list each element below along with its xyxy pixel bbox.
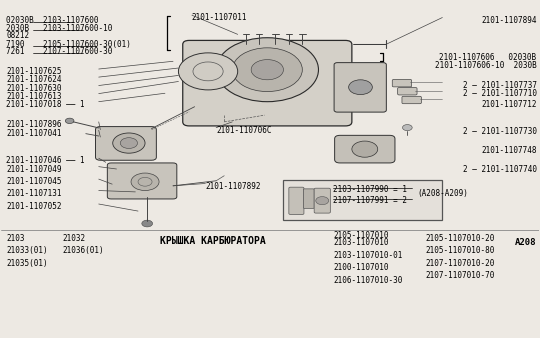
Text: 2101-1107748: 2101-1107748 <box>481 146 537 155</box>
Text: 2101-1107712: 2101-1107712 <box>481 100 537 108</box>
Text: 02030B  2103-1107600: 02030B 2103-1107600 <box>6 16 99 25</box>
Text: 2101-1107011: 2101-1107011 <box>192 14 247 23</box>
Text: 2101-1107046 —— 1: 2101-1107046 —— 1 <box>6 156 85 165</box>
Text: 2101-1107613: 2101-1107613 <box>6 92 62 101</box>
Text: 2 — 2101-1107710: 2 — 2101-1107710 <box>463 89 537 98</box>
Text: 2 — 2101-1107740: 2 — 2101-1107740 <box>463 165 537 174</box>
FancyBboxPatch shape <box>314 188 330 213</box>
FancyBboxPatch shape <box>96 127 157 160</box>
FancyBboxPatch shape <box>334 63 386 112</box>
Text: 2101-1107052: 2101-1107052 <box>6 202 62 211</box>
Circle shape <box>131 173 159 191</box>
Text: 2101-1107045: 2101-1107045 <box>6 177 62 186</box>
FancyBboxPatch shape <box>397 88 417 95</box>
Circle shape <box>232 48 302 92</box>
Circle shape <box>316 197 329 205</box>
Text: 08212: 08212 <box>6 31 29 40</box>
Circle shape <box>113 133 145 153</box>
Text: 2 — 2101-1107730: 2 — 2101-1107730 <box>463 127 537 136</box>
FancyBboxPatch shape <box>289 187 304 214</box>
Text: КРЫШКА КАРБЮРАТОРА: КРЫШКА КАРБЮРАТОРА <box>160 236 265 246</box>
FancyBboxPatch shape <box>392 79 411 87</box>
Text: 2101-1107606   02030B: 2101-1107606 02030B <box>440 53 537 62</box>
FancyBboxPatch shape <box>107 163 177 199</box>
FancyBboxPatch shape <box>183 41 352 126</box>
Bar <box>284 180 442 220</box>
Text: 2103-1107990 = 1: 2103-1107990 = 1 <box>333 185 407 194</box>
Text: 2107-1107991 = 2: 2107-1107991 = 2 <box>333 196 407 205</box>
Text: 2105-1107010-20
2105-1107010-80
2107-1107010-20
2107-1107010-70: 2105-1107010-20 2105-1107010-80 2107-110… <box>425 234 495 280</box>
Text: (A208-A209): (A208-A209) <box>417 189 468 198</box>
Text: A208: A208 <box>515 238 537 247</box>
Text: 2101-1107606-10  2030B: 2101-1107606-10 2030B <box>435 61 537 70</box>
FancyBboxPatch shape <box>335 135 395 163</box>
Text: 2105-1107010: 2105-1107010 <box>334 231 389 240</box>
Text: 7190    2105-1107600-30(01): 7190 2105-1107600-30(01) <box>6 41 131 49</box>
Text: 2101-110706C: 2101-110706C <box>216 126 272 135</box>
Text: 2101-1107896: 2101-1107896 <box>6 120 62 129</box>
Text: 2103
21033(01)
21035(01): 2103 21033(01) 21035(01) <box>6 234 48 268</box>
Text: 2 — 2101-1107737: 2 — 2101-1107737 <box>463 81 537 90</box>
Text: 2101-1107625: 2101-1107625 <box>6 67 62 76</box>
Text: 2101-1107624: 2101-1107624 <box>6 75 62 84</box>
FancyBboxPatch shape <box>402 96 421 104</box>
Text: 2101-1107894: 2101-1107894 <box>481 16 537 25</box>
Text: 7261    2107-1107600-30: 7261 2107-1107600-30 <box>6 47 112 56</box>
Circle shape <box>178 53 238 90</box>
Circle shape <box>349 80 373 95</box>
Text: 2101-1107630: 2101-1107630 <box>6 83 62 93</box>
Circle shape <box>402 125 412 130</box>
Text: 2101-1107041: 2101-1107041 <box>6 128 62 138</box>
Circle shape <box>142 220 153 227</box>
Circle shape <box>120 138 138 148</box>
Text: 2030B   2103-1107600-10: 2030B 2103-1107600-10 <box>6 24 112 33</box>
Text: 2101-1107018 —— 1: 2101-1107018 —— 1 <box>6 100 85 108</box>
Text: 2101-1107892: 2101-1107892 <box>205 182 261 191</box>
Circle shape <box>216 38 319 102</box>
Text: 21032
21036(01): 21032 21036(01) <box>63 234 104 255</box>
Text: 2101-1107049: 2101-1107049 <box>6 165 62 174</box>
Circle shape <box>251 59 284 80</box>
Text: 2101-1107131: 2101-1107131 <box>6 189 62 197</box>
Circle shape <box>65 118 74 124</box>
Text: 2103-1107010
2103-1107010-01
2100-1107010
2106-1107010-30: 2103-1107010 2103-1107010-01 2100-110701… <box>334 238 403 285</box>
FancyBboxPatch shape <box>303 189 314 209</box>
Circle shape <box>352 141 377 157</box>
